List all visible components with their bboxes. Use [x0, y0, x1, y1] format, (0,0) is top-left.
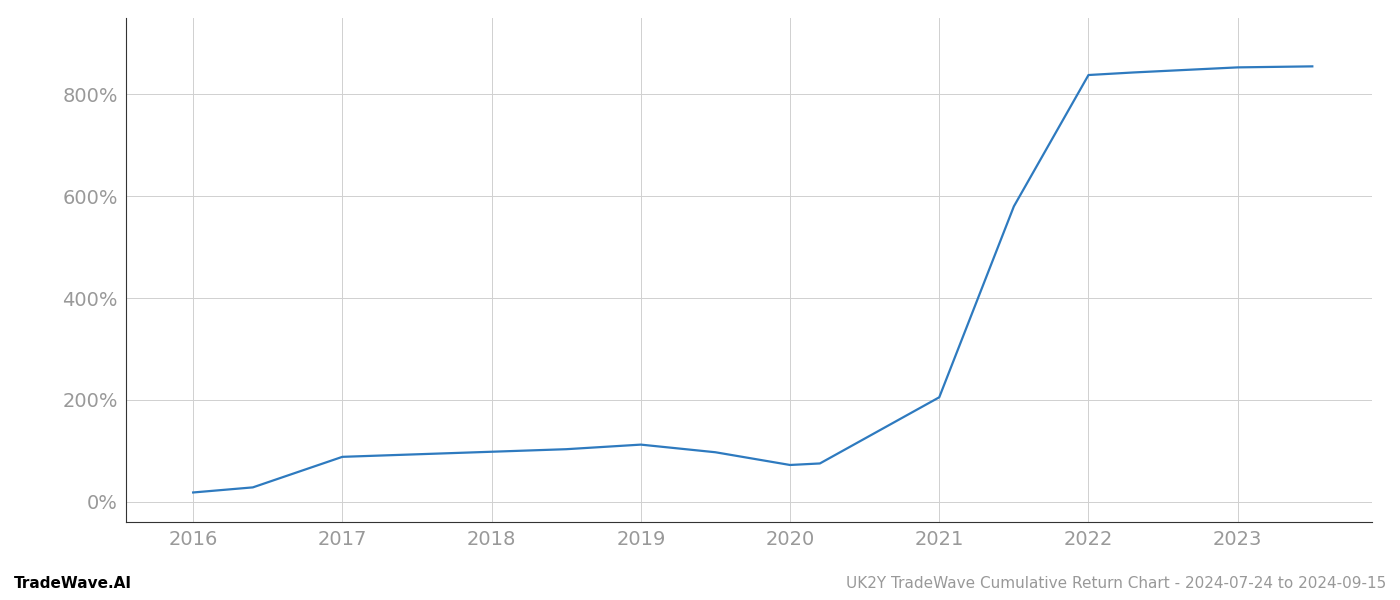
Text: TradeWave.AI: TradeWave.AI: [14, 576, 132, 591]
Text: UK2Y TradeWave Cumulative Return Chart - 2024-07-24 to 2024-09-15: UK2Y TradeWave Cumulative Return Chart -…: [846, 576, 1386, 591]
